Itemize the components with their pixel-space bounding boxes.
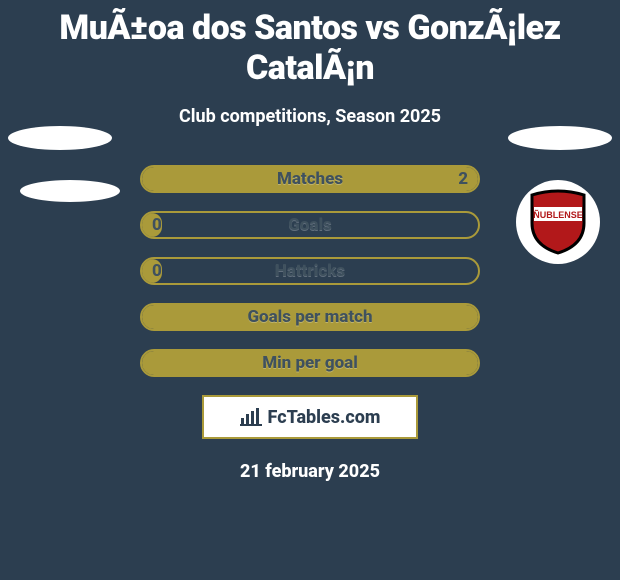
stat-bar: Goals per match: [140, 303, 480, 331]
page-subtitle: Club competitions, Season 2025: [0, 106, 620, 127]
left-oval-2: [20, 180, 120, 202]
page-title: MuÃ±oa dos Santos vs GonzÃ¡lez CatalÃ¡n: [0, 0, 620, 88]
stat-label: Goals: [142, 213, 478, 237]
stat-label: Min per goal: [142, 351, 478, 375]
stat-bar: 0Hattricks: [140, 257, 480, 285]
club-badge: ÑUBLENSE: [516, 180, 600, 264]
club-badge-text: ÑUBLENSE: [533, 210, 583, 220]
brand-box[interactable]: FcTables.com: [202, 395, 418, 439]
stat-label: Goals per match: [142, 305, 478, 329]
left-oval-1: [8, 126, 112, 150]
brand-text: FcTables.com: [268, 407, 381, 428]
stat-label: Matches: [142, 167, 478, 191]
stat-bar: 0Goals: [140, 211, 480, 239]
right-oval-1: [508, 126, 612, 150]
stat-bar: Min per goal: [140, 349, 480, 377]
stat-label: Hattricks: [142, 259, 478, 283]
footer-date: 21 february 2025: [0, 461, 620, 482]
shield-icon: ÑUBLENSE: [528, 189, 588, 255]
stat-bar: 2Matches: [140, 165, 480, 193]
barchart-icon: [240, 408, 262, 426]
